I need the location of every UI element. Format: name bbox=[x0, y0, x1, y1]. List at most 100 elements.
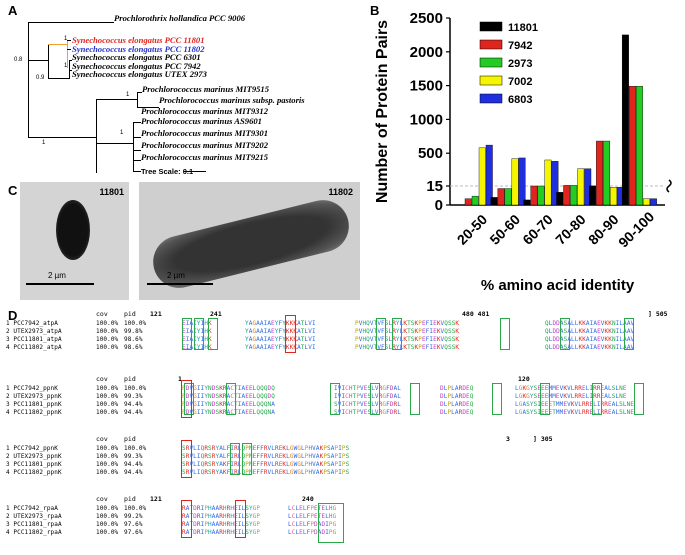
bootstrap-value: 1 bbox=[64, 36, 68, 42]
coverage-value: 100.0% bbox=[96, 393, 119, 400]
coverage-value: 100.0% bbox=[96, 461, 119, 468]
sequence-segment: YAGAAIAEYFYKKKATLVI bbox=[245, 336, 316, 343]
identity-value: 100.0% bbox=[124, 320, 147, 327]
conserved-residue-box bbox=[376, 318, 386, 350]
identity-value: 94.4% bbox=[124, 469, 143, 476]
taxon-label: Synechococcus elongatus PCC 11801 bbox=[72, 35, 205, 45]
taxon-label: Prochlorococcus marinus MIT9312 bbox=[141, 106, 269, 116]
legend-swatch bbox=[479, 93, 503, 104]
sequence-segment: QLDDASALLKKAIAEVKKNILAAV bbox=[545, 320, 635, 327]
bar bbox=[511, 158, 519, 206]
phylogenetic-tree: Prochlorothrix hollandica PCC 9006 Synech… bbox=[0, 0, 360, 180]
taxon-label: Prochlorococcus marinus MIT9202 bbox=[141, 140, 269, 150]
identity-value: 99.3% bbox=[124, 393, 143, 400]
conserved-residue-box bbox=[318, 503, 344, 543]
sequence-segment: LCLELFPDADIPG bbox=[288, 529, 337, 536]
position-marker: ] 305 bbox=[533, 435, 553, 443]
legend-swatch bbox=[479, 21, 503, 32]
sequence-segment: LCLELFPETELHG bbox=[288, 513, 337, 520]
micrograph-11801: 11801 2 µm bbox=[20, 182, 129, 300]
y-tick-label: 1000 bbox=[410, 111, 443, 128]
x-tick-label: 20-50 bbox=[454, 211, 491, 248]
position-marker: 3 bbox=[506, 435, 510, 443]
sequence-segment: LGKGYSEEEMMEVKVLRRELIRREALSLNE bbox=[515, 393, 627, 400]
conserved-residue-box bbox=[592, 383, 602, 415]
variant-residue-box bbox=[181, 500, 192, 538]
legend-label: 6803 bbox=[508, 94, 532, 106]
x-tick-label: 70-80 bbox=[552, 211, 589, 248]
taxon-label: Prochlorococcus marinus MIT9515 bbox=[142, 84, 270, 94]
conserved-residue-box bbox=[492, 383, 502, 415]
panel-label-c: C bbox=[8, 183, 18, 198]
micrograph-label: 11802 bbox=[328, 187, 353, 197]
taxon-label: Prochlorococcus marinus MIT9301 bbox=[141, 128, 269, 138]
bootstrap-value: 1 bbox=[126, 92, 130, 98]
identity-value: 100.0% bbox=[124, 385, 147, 392]
sequence-segment: LCLELFPETELHG bbox=[288, 505, 337, 512]
bootstrap-value: 0.9 bbox=[36, 75, 45, 81]
bar bbox=[649, 198, 657, 206]
coverage-value: 100.0% bbox=[96, 401, 119, 408]
position-marker: 120 bbox=[518, 375, 530, 383]
sequence-alignments: cov pid 121 241 480 481] 505 1 PCC7942_atpA 10… bbox=[0, 305, 685, 554]
sequence-label: 4 PCC11802_rpaA bbox=[6, 529, 62, 536]
identity-value: 99.3% bbox=[124, 453, 143, 460]
variant-residue-box bbox=[181, 380, 192, 418]
sequence-segment: RATDRIPHAARHRHEILSYGP bbox=[182, 529, 261, 536]
legend-label: 7002 bbox=[508, 76, 532, 88]
taxon-label: Prochlorococcus marinus subsp. pastoris bbox=[159, 95, 305, 105]
bar bbox=[478, 147, 486, 206]
coverage-value: 100.0% bbox=[96, 529, 119, 536]
bar bbox=[610, 187, 618, 206]
identity-value: 100.0% bbox=[124, 445, 147, 452]
conserved-residue-box bbox=[230, 443, 240, 475]
bar bbox=[504, 188, 512, 206]
sequence-label: 3 PCC11801_rpaA bbox=[6, 521, 62, 528]
bar bbox=[596, 140, 604, 206]
conserved-residue-box bbox=[392, 318, 402, 350]
scale-bar bbox=[147, 283, 213, 285]
sequence-segment: SRVLIQRSRYAKFIRLQPNEFFRVLREKLGWGLPHVAKPS… bbox=[182, 469, 350, 476]
identity-value: 99.2% bbox=[124, 513, 143, 520]
conserved-residue-box bbox=[226, 383, 236, 415]
taxon-label: Synechococcus elongatus UTEX 2973 bbox=[72, 69, 207, 79]
y-tick-label: 2000 bbox=[410, 44, 443, 61]
taxon-label: Prochlorococcus marinus MIT9215 bbox=[141, 152, 269, 162]
sequence-segment: SRVLIQRSRYALFIRLQPNEFFRVLREKLGWGLPHVAKPS… bbox=[182, 445, 350, 452]
taxon-label: Prochlorothrix hollandica PCC 9006 bbox=[114, 13, 246, 23]
bar bbox=[577, 168, 585, 206]
conserved-residue-box bbox=[242, 443, 252, 475]
coverage-value: 100.0% bbox=[96, 521, 119, 528]
coverage-value: 100.0% bbox=[96, 453, 119, 460]
taxon-label: Synechococcus elongatus PCC 7942 bbox=[72, 61, 201, 71]
conserved-residue-box bbox=[184, 383, 194, 415]
sequence-segment: LCLELFPDADIPG bbox=[288, 521, 337, 528]
bootstrap-value: 1 bbox=[42, 140, 46, 146]
sequence-segment: SRVLIQRSRYALFIRLQPNEFFRVLREKLGWGLPHVAKPS… bbox=[182, 453, 350, 460]
panel-label-d: D bbox=[8, 308, 18, 323]
position-marker: 121 bbox=[150, 310, 162, 318]
conserved-residue-box bbox=[410, 383, 420, 415]
bar bbox=[642, 198, 650, 206]
sequence-label: 3 PCC11801_ppnK bbox=[6, 401, 62, 408]
alignment-block: cov pid 121 241 480 481] 505 1 PCC7942_atpA 10… bbox=[0, 310, 685, 370]
alignment-block: cov pid 121 240 1 PCC7942_rpaA 100.0% 100.0% RA… bbox=[0, 495, 685, 555]
bar bbox=[490, 197, 498, 206]
bar bbox=[497, 188, 505, 206]
position-marker: 1 bbox=[178, 375, 182, 383]
sequence-segment: LGASYSIEEETMMEVKVLRRELIRREALSLNE bbox=[515, 409, 634, 416]
alignment-block: cov pid 1 120 1 PCC7942_ppnK 100.0% 100.0% PDVG… bbox=[0, 375, 685, 435]
sequence-segment: PDVGIIYNDSKRACTIAEELQQQNA bbox=[182, 409, 275, 416]
legend-swatch bbox=[479, 75, 503, 86]
identity-value: 99.8% bbox=[124, 328, 143, 335]
pid-header: pid bbox=[124, 495, 136, 503]
coverage-value: 100.0% bbox=[96, 328, 119, 335]
pid-header: pid bbox=[124, 375, 136, 383]
y-tick-label: 1500 bbox=[410, 78, 443, 95]
bar bbox=[518, 157, 526, 206]
y-tick-label: 15 bbox=[426, 178, 443, 195]
taxon-label: Prochlorococcus marinus AS9601 bbox=[141, 116, 262, 126]
coverage-value: 100.0% bbox=[96, 344, 119, 351]
bar bbox=[603, 140, 611, 206]
conserved-residue-box bbox=[624, 318, 634, 350]
